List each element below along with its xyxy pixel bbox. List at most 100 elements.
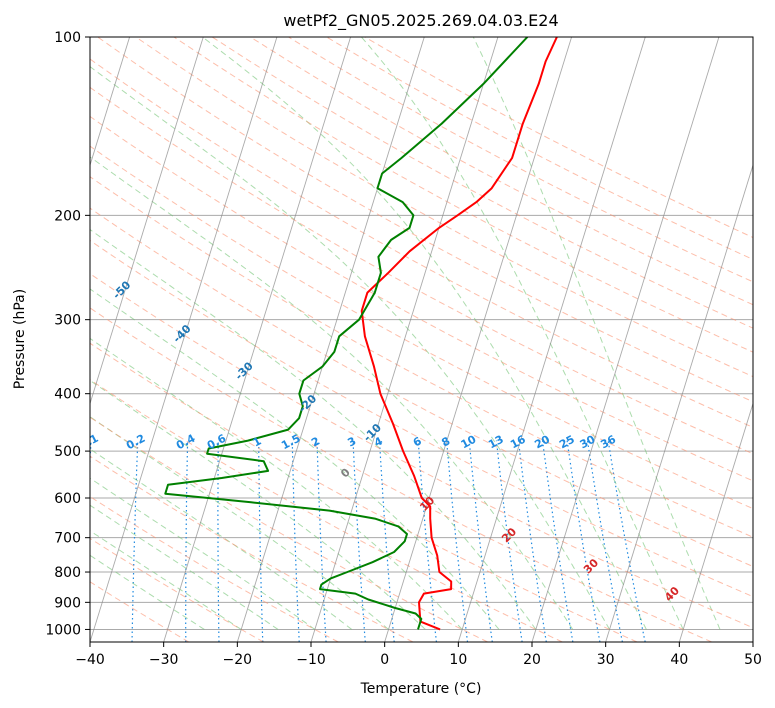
mixing-ratio-line [607,440,646,642]
isotherm-grid [90,37,753,642]
mixing-ratio-label: 0.4 [174,432,198,453]
isotherm-line [236,37,425,642]
mixing-ratio-line [417,440,437,642]
isotherm-line [90,37,131,167]
dry-adiabat-line [90,537,264,642]
x-tick-label: −20 [223,652,253,668]
dry-adiabat-line [211,37,753,329]
isopleth-value-label: -40 [170,322,193,345]
dry-adiabat-line [90,145,753,510]
mixing-ratio-line [185,440,189,642]
isopleth-labels: 0.10.20.40.611.52346810131620253036-100-… [51,231,682,604]
dry-adiabat-line [90,455,414,642]
dry-adiabat-line [90,342,638,642]
isotherm-line [531,37,720,642]
isopleth-value-label: -60 [51,231,74,254]
moist-adiabat-line [361,37,684,630]
dry-adiabats [90,37,753,642]
mixing-ratio-label: 0.1 [77,432,100,453]
x-tick-label: 30 [597,652,615,668]
x-tick-label: −40 [75,652,105,668]
moist-adiabat-line [90,156,574,630]
isopleth-value-label: -30 [233,359,256,382]
y-tick-label: 200 [54,208,81,224]
x-tick-label: 10 [449,652,467,668]
isopleth-value-label: 30 [581,556,601,576]
mixing-ratio-label: 0.6 [205,432,229,453]
dry-adiabat-line [90,58,753,428]
moist-adiabat-line [90,228,537,630]
x-tick-label: −30 [149,652,179,668]
mixing-ratio-label: 2 [309,434,322,449]
moist-adiabat-line [90,554,205,630]
y-tick-label: 600 [54,491,81,507]
dry-adiabat-line [90,115,753,482]
y-tick-label: 900 [54,595,81,611]
x-tick-label: 50 [744,652,762,668]
moist-adiabat-line [472,37,721,630]
isotherm-line [310,37,499,642]
mixing-ratio-label: 10 [459,433,479,452]
y-tick-label: 700 [54,531,81,547]
dry-adiabat-line [135,37,753,378]
mixing-ratio-label: 25 [557,433,577,452]
mixing-ratio-label: 36 [598,433,618,452]
mixing-ratio-label: 20 [532,433,552,452]
mixing-ratio-line [291,440,300,642]
dry-adiabat-line [90,495,339,642]
moist-adiabat-line [90,477,316,630]
moist-adiabat-line [90,379,426,630]
mixing-ratio-line [316,440,327,642]
isotherm-line [678,402,753,642]
y-tick-label: 300 [54,313,81,329]
mixing-ratio-label: 0.2 [124,432,147,453]
isopleth-value-label: -50 [110,278,133,301]
moist-adiabat-line [90,416,389,630]
dry-adiabat-line [90,581,190,642]
mixing-ratio-line [446,440,469,642]
x-tick-label: 0 [380,652,389,668]
y-tick-label: 500 [54,444,81,460]
x-axis-title: Temperature (°C) [360,681,482,697]
profile-series [164,37,558,631]
isopleth-value-label: 20 [499,525,519,545]
x-tick-label: 20 [523,652,541,668]
plot-area: 0.10.20.40.611.52346810131620253036-100-… [51,37,753,642]
temperature-profile-line [360,37,558,631]
mixing-ratio-line [258,440,264,642]
isotherm-line [90,37,278,642]
y-axis-title: Pressure (hPa) [12,289,28,389]
x-tick-label: 40 [670,652,688,668]
dry-adiabat-line [364,37,753,239]
chart-title: wetPf2_GN05.2025.269.04.03.E24 [283,11,558,31]
dry-adiabat-line [90,416,488,642]
axes: −40 −30 −20 −10 0 10 20 30 40 50 1000 900 800 700 600 5… [45,30,762,668]
isotherm-line [163,37,352,642]
dry-adiabat-line [90,176,753,538]
mixing-ratio-line [586,440,623,642]
mixing-ratio-label: 13 [486,433,506,452]
isotherm-line [384,37,573,642]
mixing-ratio-line [378,440,395,642]
dry-adiabat-line [250,37,753,306]
moist-adiabat-line [90,66,610,630]
mixing-ratio-label: 1.5 [279,432,302,453]
y-tick-label: 100 [54,30,81,46]
mixing-ratio-label: 6 [411,434,424,449]
mixing-ratio-line [495,440,523,642]
dry-adiabat-line [288,37,753,283]
isotherm-line [752,640,753,642]
moist-adiabats [90,37,721,630]
mixing-ratio-line [468,440,493,642]
moist-adiabat-line [90,448,353,630]
dry-adiabat-line [173,37,753,353]
dry-adiabat-line [90,307,712,642]
mixing-ratio-label: 16 [508,433,528,452]
moist-adiabat-line [90,288,500,630]
dry-adiabat-line [90,207,753,568]
y-tick-label: 400 [54,387,81,403]
dry-adiabat-line [90,239,753,598]
x-tick-label: −10 [296,652,326,668]
